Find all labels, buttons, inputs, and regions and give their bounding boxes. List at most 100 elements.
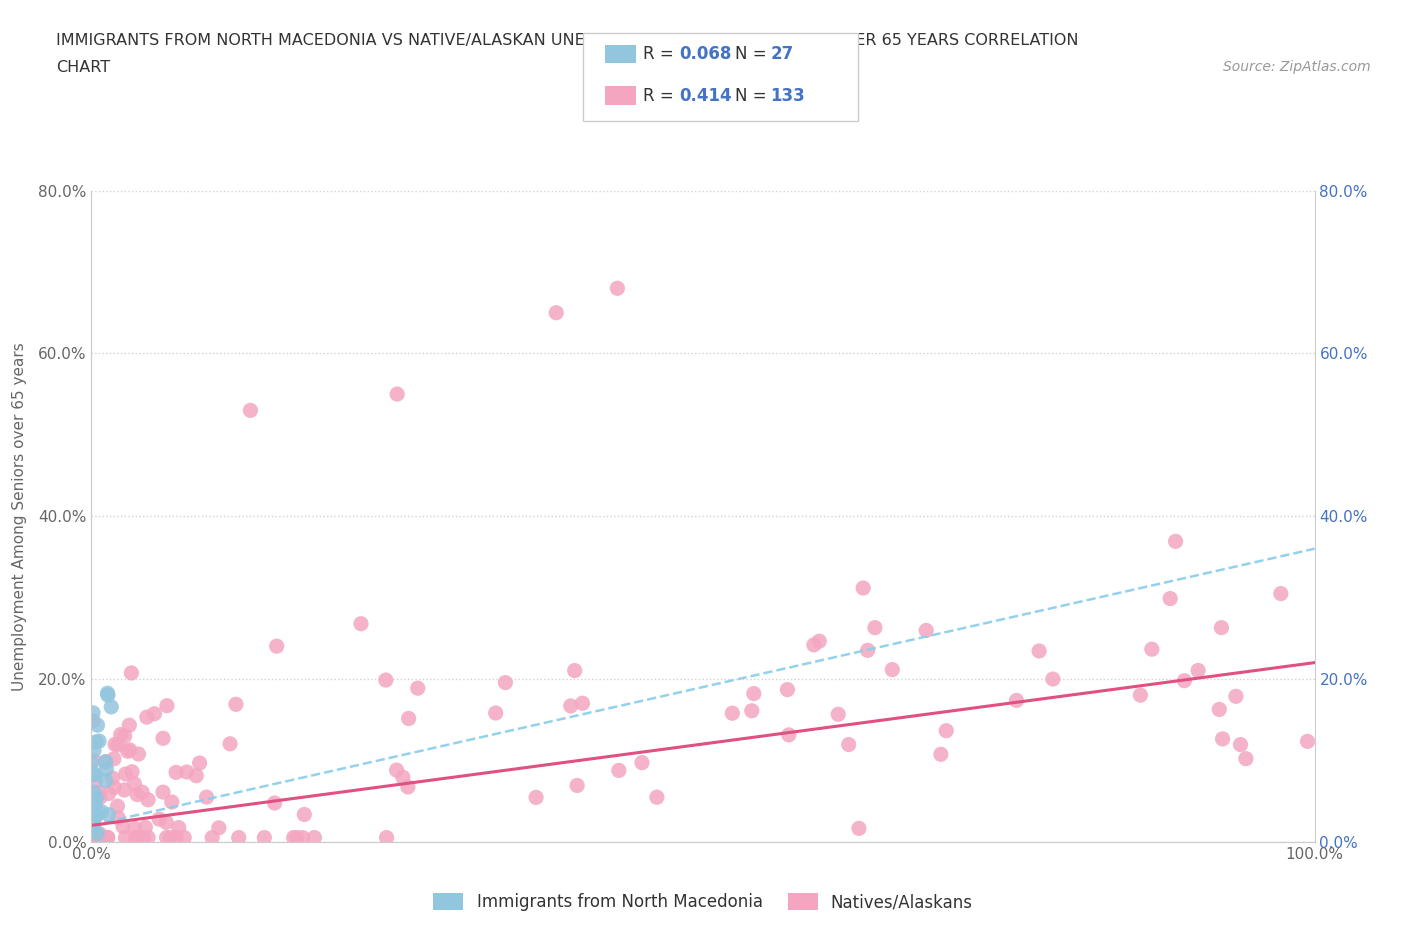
Point: [560, 698, 582, 713]
Text: R =: R =: [643, 86, 679, 105]
Point: [114, 766, 136, 781]
Point: [494, 675, 516, 690]
Text: N =: N =: [735, 45, 772, 63]
Point: [124, 777, 146, 791]
Point: [83, 830, 105, 845]
Point: [173, 830, 195, 845]
Point: [127, 747, 149, 762]
Text: Source: ZipAtlas.com: Source: ZipAtlas.com: [1223, 60, 1371, 74]
Point: [97, 830, 120, 844]
Point: [863, 620, 886, 635]
Point: [1208, 702, 1230, 717]
Point: [148, 812, 170, 827]
Point: [304, 830, 326, 845]
Point: [485, 706, 508, 721]
Point: [645, 790, 668, 804]
Point: [80, 794, 103, 809]
Point: [83, 785, 105, 800]
Point: [263, 795, 285, 810]
Point: [607, 763, 630, 777]
Text: CHART: CHART: [56, 60, 110, 75]
Point: [239, 403, 262, 418]
Point: [155, 815, 177, 830]
Point: [84, 799, 107, 814]
Point: [103, 780, 125, 795]
Point: [778, 727, 800, 742]
Point: [83, 830, 105, 845]
Point: [1005, 693, 1028, 708]
Point: [808, 633, 831, 648]
Point: [97, 688, 120, 703]
Point: [929, 747, 952, 762]
Point: [136, 792, 159, 807]
Legend: Immigrants from North Macedonia, Natives/Alaskans: Immigrants from North Macedonia, Natives…: [426, 886, 980, 918]
Point: [86, 718, 108, 733]
Point: [80, 767, 103, 782]
Point: [84, 774, 107, 789]
Text: N =: N =: [735, 86, 772, 105]
Point: [1296, 734, 1319, 749]
Point: [83, 817, 105, 832]
Point: [86, 790, 108, 805]
Point: [96, 762, 118, 777]
Point: [882, 662, 904, 677]
Point: [89, 827, 111, 842]
Point: [852, 580, 875, 595]
Point: [1234, 751, 1257, 766]
Point: [524, 790, 547, 804]
Point: [856, 643, 879, 658]
Point: [94, 754, 117, 769]
Point: [208, 820, 231, 835]
Point: [127, 787, 149, 802]
Point: [152, 731, 174, 746]
Point: [80, 755, 103, 770]
Point: [114, 830, 136, 845]
Point: [406, 681, 429, 696]
Point: [96, 685, 118, 700]
Point: [848, 821, 870, 836]
Point: [118, 742, 141, 757]
Point: [84, 767, 107, 782]
Point: [83, 753, 105, 768]
Point: [1212, 732, 1234, 747]
Text: IMMIGRANTS FROM NORTH MACEDONIA VS NATIVE/ALASKAN UNEMPLOYMENT AMONG SENIORS OVE: IMMIGRANTS FROM NORTH MACEDONIA VS NATIV…: [56, 33, 1078, 47]
Point: [392, 770, 415, 785]
Text: 0.414: 0.414: [679, 86, 731, 105]
Point: [1129, 687, 1152, 702]
Point: [742, 686, 765, 701]
Point: [571, 696, 593, 711]
Point: [915, 623, 938, 638]
Point: [89, 790, 111, 805]
Point: [631, 755, 654, 770]
Point: [121, 764, 143, 779]
Point: [195, 790, 218, 804]
Point: [188, 755, 211, 770]
Point: [1225, 689, 1247, 704]
Point: [84, 830, 107, 845]
Point: [94, 830, 117, 845]
Point: [385, 387, 409, 402]
Point: [124, 830, 146, 845]
Point: [86, 808, 108, 823]
Point: [285, 830, 308, 845]
Point: [165, 764, 187, 779]
Point: [143, 706, 166, 721]
Point: [84, 807, 107, 822]
Point: [136, 830, 159, 845]
Point: [82, 713, 104, 728]
Point: [125, 830, 148, 845]
Point: [1042, 671, 1064, 686]
Point: [253, 830, 276, 845]
Point: [838, 737, 860, 752]
Point: [1173, 673, 1195, 688]
Point: [96, 830, 118, 845]
Point: [1211, 620, 1233, 635]
Point: [90, 804, 112, 819]
Point: [101, 771, 124, 786]
Point: [606, 281, 628, 296]
Point: [546, 305, 568, 320]
Point: [94, 754, 117, 769]
Point: [114, 728, 136, 743]
Point: [112, 819, 135, 834]
Point: [219, 737, 242, 751]
